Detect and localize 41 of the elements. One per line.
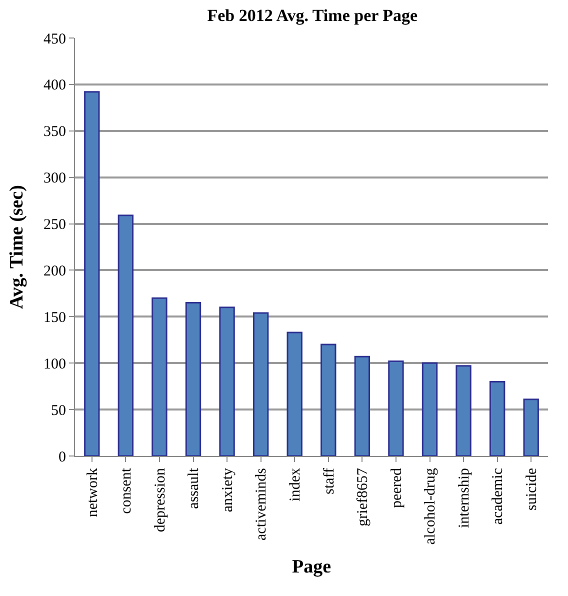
y-tick-label: 250 — [44, 217, 66, 234]
x-tick-label: suicide — [524, 468, 540, 510]
bar — [219, 306, 235, 456]
x-tick-label: activeminds — [254, 468, 270, 540]
bar — [118, 214, 134, 456]
x-tick-label: academic — [490, 468, 506, 525]
x-tick-label: internship — [456, 468, 472, 528]
x-tick-label: grief8657 — [355, 468, 372, 526]
bar — [456, 365, 472, 456]
x-tick-label: alcohol-drug — [422, 468, 439, 545]
y-tick-label: 100 — [44, 356, 66, 372]
bar — [252, 312, 269, 456]
x-tick-label: index — [287, 468, 304, 502]
bar — [185, 302, 202, 456]
bar — [489, 380, 506, 456]
y-tick-label: 200 — [44, 263, 66, 280]
x-tick-label: staff — [321, 468, 338, 494]
y-tick-label: 50 — [51, 402, 66, 419]
x-axis-title: Page — [292, 556, 332, 578]
x-tick-label: network — [84, 468, 101, 518]
y-tick-label: 350 — [44, 124, 66, 140]
bar — [388, 360, 404, 456]
bar — [84, 91, 100, 456]
y-tick-label: 0 — [58, 449, 66, 466]
x-tick-label: depression — [152, 468, 168, 532]
y-tick-label: 450 — [44, 31, 66, 48]
bar — [320, 344, 336, 456]
x-tick-label: peered — [388, 468, 405, 508]
y-tick-label: 300 — [44, 170, 66, 187]
bar — [523, 398, 539, 456]
chart-title: Feb 2012 Avg. Time per Page — [207, 6, 418, 25]
bar — [286, 332, 302, 456]
bar — [422, 362, 438, 456]
bar — [152, 297, 168, 456]
x-tick-label: consent — [118, 467, 135, 514]
y-tick-label: 150 — [44, 310, 66, 326]
bar — [354, 356, 370, 456]
y-axis-title: Avg. Time (sec) — [6, 184, 28, 310]
x-tick-label: anxiety — [220, 468, 236, 512]
x-tick-label: assault — [186, 467, 202, 509]
y-tick-label: 400 — [44, 78, 66, 94]
